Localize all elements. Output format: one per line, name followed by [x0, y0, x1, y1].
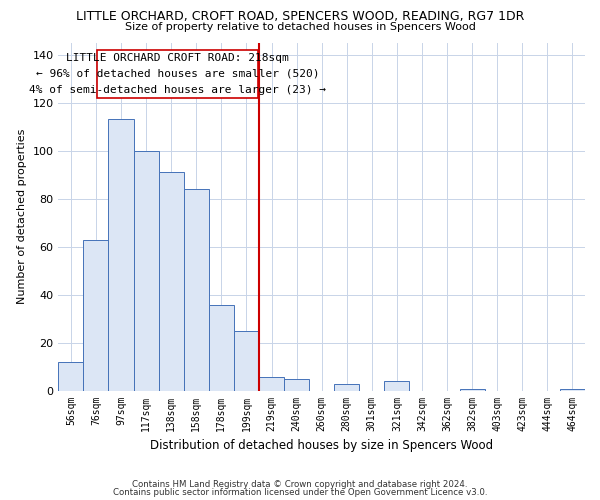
- Bar: [184, 189, 209, 391]
- Bar: [284, 379, 309, 391]
- Text: 4% of semi-detached houses are larger (23) →: 4% of semi-detached houses are larger (2…: [29, 84, 326, 94]
- Text: LITTLE ORCHARD CROFT ROAD: 218sqm: LITTLE ORCHARD CROFT ROAD: 218sqm: [66, 54, 289, 64]
- Bar: [334, 384, 359, 391]
- Text: Size of property relative to detached houses in Spencers Wood: Size of property relative to detached ho…: [125, 22, 475, 32]
- FancyBboxPatch shape: [97, 50, 258, 98]
- Bar: [385, 382, 409, 391]
- Bar: [83, 240, 109, 391]
- Bar: [134, 150, 158, 391]
- Text: LITTLE ORCHARD, CROFT ROAD, SPENCERS WOOD, READING, RG7 1DR: LITTLE ORCHARD, CROFT ROAD, SPENCERS WOO…: [76, 10, 524, 23]
- Bar: [109, 120, 134, 391]
- Bar: [460, 388, 485, 391]
- Bar: [259, 376, 284, 391]
- Bar: [58, 362, 83, 391]
- X-axis label: Distribution of detached houses by size in Spencers Wood: Distribution of detached houses by size …: [150, 440, 493, 452]
- Bar: [158, 172, 184, 391]
- Text: Contains HM Land Registry data © Crown copyright and database right 2024.: Contains HM Land Registry data © Crown c…: [132, 480, 468, 489]
- Text: ← 96% of detached houses are smaller (520): ← 96% of detached houses are smaller (52…: [36, 69, 319, 79]
- Bar: [234, 331, 259, 391]
- Text: Contains public sector information licensed under the Open Government Licence v3: Contains public sector information licen…: [113, 488, 487, 497]
- Y-axis label: Number of detached properties: Number of detached properties: [17, 129, 27, 304]
- Bar: [560, 388, 585, 391]
- Bar: [209, 304, 234, 391]
